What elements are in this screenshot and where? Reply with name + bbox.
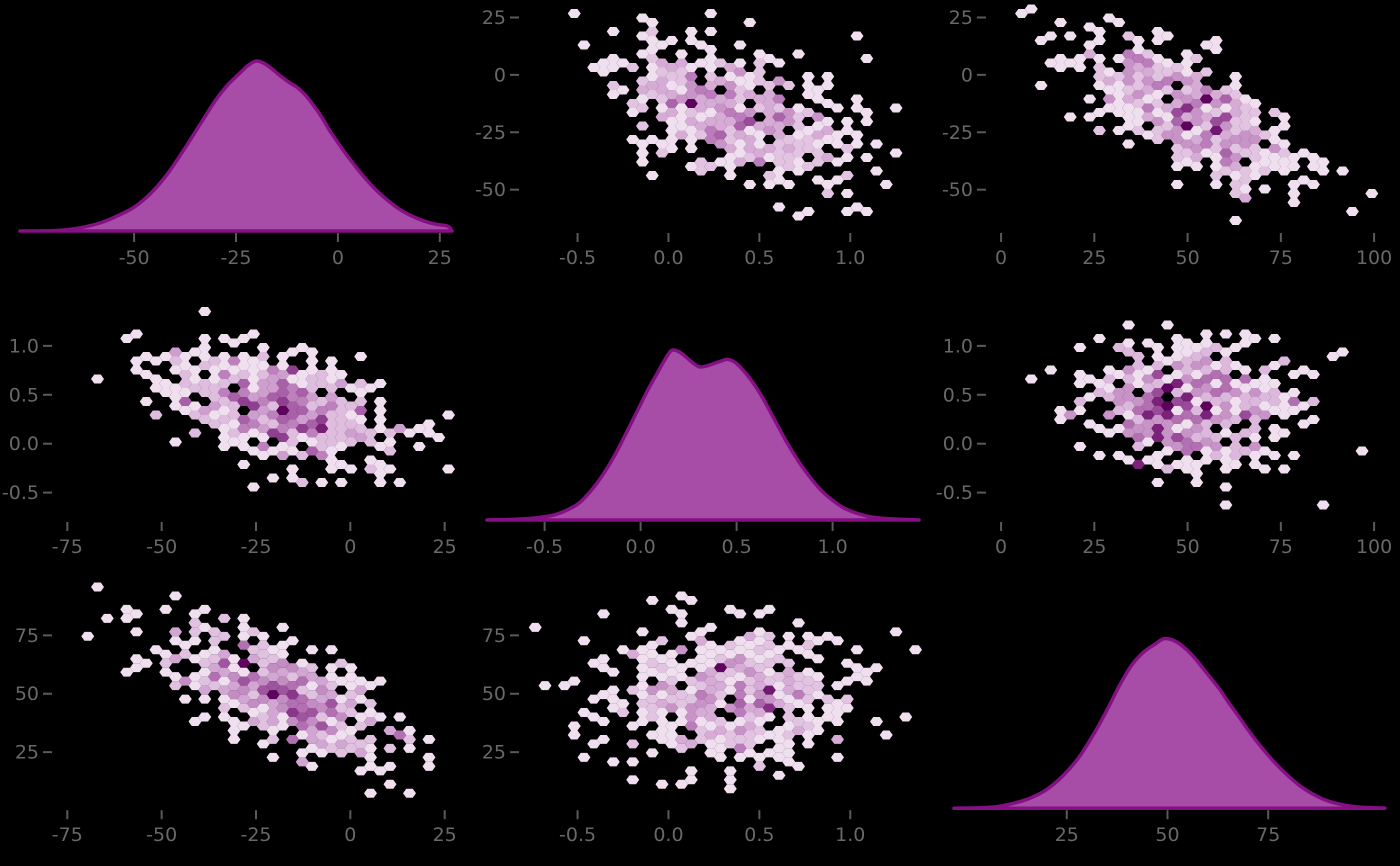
svg-text:-50: -50 [475,179,506,201]
svg-text:25: 25 [482,742,506,764]
panel-2-0: -75 -50 -25 0 25 75 50 25 [15,582,457,846]
svg-text:25: 25 [15,742,39,764]
svg-text:25: 25 [1082,247,1106,269]
svg-text:-50: -50 [942,179,973,201]
svg-text:0.5: 0.5 [744,824,774,846]
svg-text:25: 25 [433,536,457,558]
svg-text:25: 25 [433,824,457,846]
svg-text:-0.5: -0.5 [936,482,973,504]
svg-text:1.0: 1.0 [835,247,865,269]
svg-text:-25: -25 [475,122,506,144]
svg-text:0: 0 [494,64,506,86]
panel-0-2: 0 25 50 75 100 25 0 -25 -50 [942,4,1392,269]
panel-2-2: 25 50 75 [952,636,1387,846]
svg-text:0.5: 0.5 [721,536,751,558]
svg-text:-50: -50 [119,247,150,269]
svg-text:-25: -25 [240,536,271,558]
svg-text:25: 25 [949,7,973,29]
svg-text:1.0: 1.0 [835,824,865,846]
svg-text:75: 75 [1269,247,1293,269]
panel-1-2: 0 25 50 75 100 1.0 0.5 0.0 -0.5 [936,320,1392,558]
svg-text:-25: -25 [220,247,251,269]
svg-text:0: 0 [995,536,1007,558]
panel-0-1: -0.5 0.0 0.5 1.0 25 0 -25 -50 [475,7,903,269]
svg-text:0: 0 [344,536,356,558]
svg-text:0.0: 0.0 [9,433,39,455]
panel-1-0: -75 -50 -25 0 25 1.0 0.5 0.0 -0.5 [2,307,457,558]
panel-1-1: -0.5 0.0 0.5 1.0 [485,348,921,558]
svg-text:75: 75 [482,625,506,647]
svg-text:0.5: 0.5 [943,384,973,406]
svg-text:1.0: 1.0 [943,335,973,357]
svg-text:50: 50 [1176,536,1200,558]
svg-text:0.0: 0.0 [653,824,683,846]
svg-text:-50: -50 [146,824,177,846]
svg-text:0.5: 0.5 [9,384,39,406]
svg-text:50: 50 [482,683,506,705]
panel-2-1: -0.5 0.0 0.5 1.0 75 50 25 [482,591,922,846]
svg-text:0.5: 0.5 [744,247,774,269]
svg-text:75: 75 [15,625,39,647]
svg-text:1.0: 1.0 [817,536,847,558]
svg-text:25: 25 [428,247,452,269]
svg-text:25: 25 [1082,536,1106,558]
panel-0-0: -50 -25 0 25 [18,59,454,269]
svg-text:25: 25 [482,7,506,29]
svg-text:0: 0 [332,247,344,269]
svg-text:50: 50 [1155,824,1179,846]
svg-text:75: 75 [1256,824,1280,846]
svg-text:0.0: 0.0 [625,536,655,558]
svg-text:0: 0 [995,247,1007,269]
svg-text:-25: -25 [240,824,271,846]
svg-text:-75: -75 [52,824,83,846]
svg-text:50: 50 [1176,247,1200,269]
svg-text:-75: -75 [52,536,83,558]
svg-text:-0.5: -0.5 [559,824,596,846]
svg-text:-50: -50 [146,536,177,558]
svg-text:1.0: 1.0 [9,335,39,357]
svg-text:-0.5: -0.5 [2,482,39,504]
svg-text:50: 50 [15,683,39,705]
svg-text:100: 100 [1356,247,1392,269]
svg-text:0.0: 0.0 [653,247,683,269]
svg-text:25: 25 [1055,824,1079,846]
svg-text:0.0: 0.0 [943,433,973,455]
svg-text:-0.5: -0.5 [559,247,596,269]
svg-text:0: 0 [961,64,973,86]
svg-text:-0.5: -0.5 [526,536,563,558]
svg-text:-25: -25 [942,122,973,144]
svg-text:100: 100 [1356,536,1392,558]
svg-text:75: 75 [1269,536,1293,558]
svg-text:0: 0 [344,824,356,846]
